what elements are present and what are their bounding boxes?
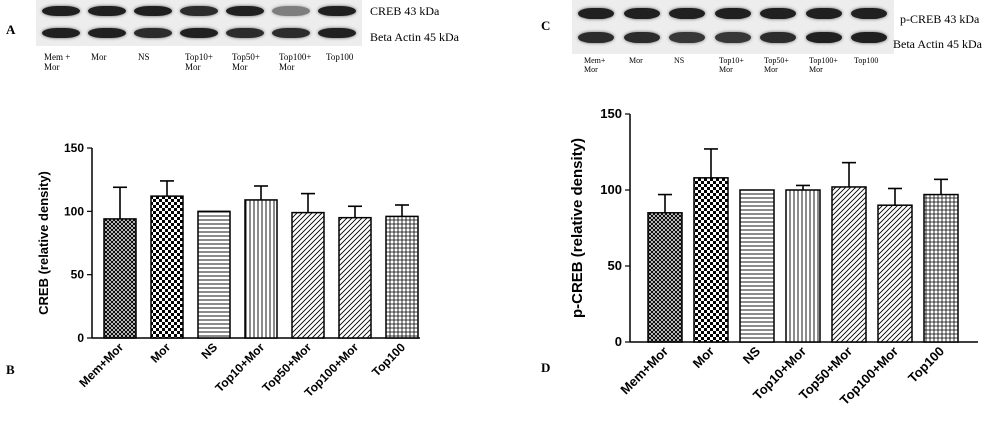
bar-top100	[923, 193, 959, 343]
x-tick-label: Top100	[369, 340, 408, 379]
bar-top50-plus-mor	[291, 211, 325, 339]
western-blot-p-creb	[572, 0, 894, 54]
blot-label-p-creb: p-CREB 43 kDa	[900, 12, 980, 26]
panel-letter-b: B	[6, 362, 15, 377]
y-tick-label: 0	[77, 331, 84, 345]
blot-band-top-4	[180, 6, 218, 16]
blot-band-top-5	[226, 6, 264, 16]
blot-band-bottom-5	[760, 32, 796, 43]
lane-label: Top10+ Mor	[185, 52, 213, 72]
blot-band-bottom-7	[318, 28, 356, 38]
blot-band-bottom-2	[88, 28, 126, 38]
blot-band-top-1	[42, 6, 80, 16]
y-tick-label: 100	[64, 204, 84, 218]
blot-band-bottom-5	[226, 28, 264, 38]
bar-top100	[385, 215, 419, 339]
lane-label: NS	[138, 52, 150, 62]
x-tick-label: Mor	[690, 344, 717, 371]
y-tick-label: 150	[600, 106, 622, 121]
panel-letter-d: D	[541, 360, 551, 375]
blot-band-bottom-4	[714, 32, 751, 43]
blot-label-beta-actin-left: Beta Actin 45 kDa	[370, 30, 459, 44]
x-tick-label: Mem+Mor	[617, 344, 671, 398]
lane-label: Mor	[629, 56, 643, 65]
bar-chart-p-creb: 0 50 100 150 p-CREB (relative density) Mem+Mo…	[569, 106, 978, 408]
blot-label-creb: CREB 43 kDa	[370, 4, 440, 18]
y-tick-label: 50	[608, 258, 622, 273]
blot-band-top-6	[805, 8, 842, 19]
x-tick-label: Top10+Mor	[212, 340, 267, 395]
panel-letter-a: A	[6, 22, 16, 37]
blot-band-top-3	[134, 6, 172, 16]
blot-band-bottom-7	[851, 32, 887, 43]
x-tick-label: NS	[198, 340, 220, 362]
y-tick-label: 50	[71, 268, 85, 282]
lane-label: Top50+ Mor	[232, 52, 260, 72]
blot-band-top-1	[578, 8, 614, 19]
lane-label: Top50+ Mor	[764, 56, 789, 74]
western-blot-creb	[36, 0, 362, 46]
lane-label: Top10+ Mor	[719, 56, 744, 74]
x-tick-label: Mem+Mor	[76, 340, 126, 390]
bar-top10-plus-mor	[785, 189, 821, 343]
blot-band-bottom-1	[42, 28, 80, 38]
blot-band-bottom-4	[180, 28, 218, 38]
lane-label: Top100	[854, 56, 879, 65]
lane-label: Mor	[91, 52, 107, 62]
bar-mem-plus-mor	[103, 218, 137, 339]
blot-band-bottom-6	[805, 32, 842, 43]
bar-mor	[693, 177, 729, 343]
bar-mem-plus-mor	[647, 212, 683, 343]
lane-label: Top100	[326, 52, 354, 62]
x-tick-label: Top100	[905, 344, 947, 386]
y-axis-label: p-CREB (relative density)	[569, 138, 586, 318]
blot-band-top-2	[623, 8, 660, 19]
lane-label: Mem + Mor	[44, 52, 71, 72]
blot-band-bottom-6	[272, 28, 310, 38]
blot-band-top-6	[272, 6, 310, 16]
y-tick-label: 0	[615, 334, 622, 349]
blot-band-top-3	[669, 8, 705, 19]
blot-band-top-5	[760, 8, 796, 19]
bar-top100-plus-mor	[338, 216, 372, 339]
panel-letter-c: C	[541, 18, 551, 33]
y-axis-label: CREB (relative density)	[36, 171, 51, 315]
lane-label: Top100+ Mor	[279, 52, 312, 72]
y-tick-label: 100	[600, 182, 622, 197]
lane-label: Top100+ Mor	[809, 56, 838, 74]
bar-ns	[197, 210, 231, 339]
bar-ns	[739, 189, 775, 343]
lane-label: Mem+ Mor	[584, 56, 606, 74]
bar-chart-creb: 0 50 100 150 CREB (relative density) Mem+Mor M…	[36, 141, 420, 400]
blot-band-bottom-3	[669, 32, 705, 43]
lane-label: NS	[674, 56, 685, 65]
bar-mor	[150, 195, 184, 339]
x-tick-label: Mor	[148, 340, 174, 366]
blot-label-beta-actin-right: Beta Actin 45 kDa	[893, 37, 982, 51]
blot-band-top-7	[851, 8, 887, 19]
blot-band-bottom-3	[134, 28, 172, 38]
blot-band-top-2	[88, 6, 126, 16]
bar-top100-plus-mor	[877, 204, 913, 343]
x-tick-label: NS	[740, 343, 764, 367]
blot-band-bottom-2	[623, 32, 660, 43]
y-tick-label: 150	[64, 141, 84, 155]
blot-band-top-4	[714, 8, 751, 19]
bar-top10-plus-mor	[244, 199, 278, 339]
bar-top50-plus-mor	[831, 186, 867, 343]
blot-band-top-7	[318, 6, 356, 16]
blot-band-bottom-1	[578, 32, 614, 43]
